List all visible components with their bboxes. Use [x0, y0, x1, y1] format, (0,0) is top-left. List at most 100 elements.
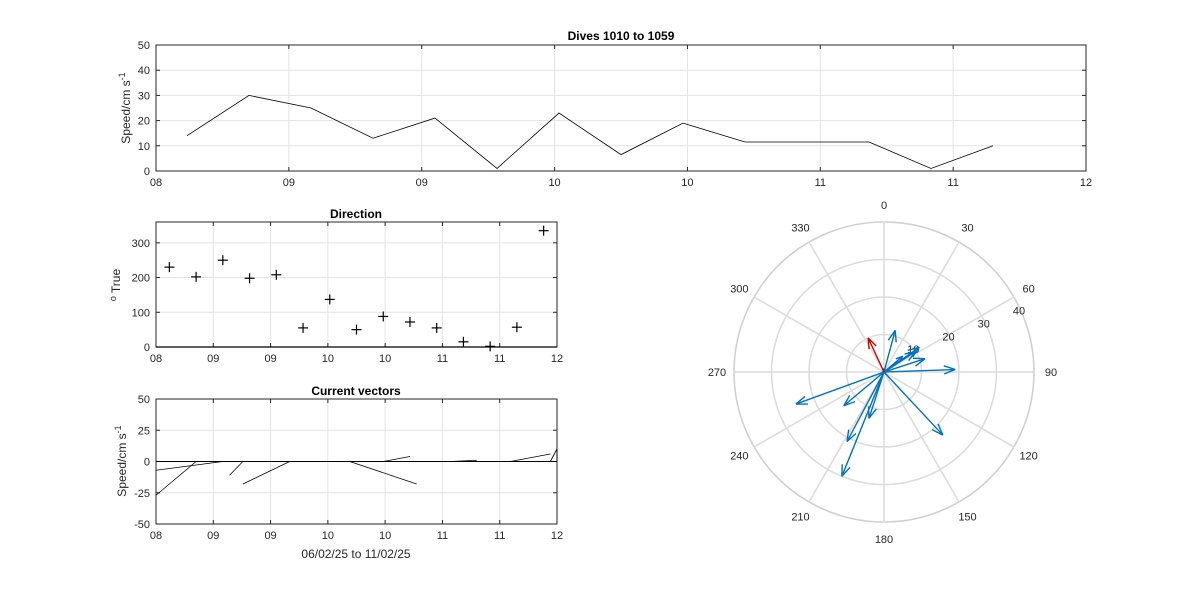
current-vectors-xtick-label: 10 [322, 530, 334, 542]
speed-grid [156, 45, 1086, 171]
speed-xtick-label: 11 [947, 177, 958, 189]
direction-ylabel-text: True [109, 269, 123, 294]
speed-xtick-label: 10 [681, 177, 693, 189]
compass-arrow-head [841, 466, 851, 477]
current-vectors-series [155, 448, 558, 496]
compass-arrow-head [895, 355, 903, 360]
speed-xtick-label: 11 [815, 177, 826, 189]
speed-timeseries-panel: 08 09 09 10 10 11 11 12 0 10 20 30 40 50 Dives 1010 t… [117, 29, 1092, 189]
direction-ylabel: o True [108, 269, 123, 302]
current-vectors-ytick-label: 25 [138, 425, 150, 437]
speed-ytick-label: 10 [138, 141, 150, 153]
compass-arrow [883, 371, 944, 436]
compass-arrow-shaft [846, 371, 885, 442]
current-vector-stick [155, 461, 223, 471]
direction-marker [271, 269, 282, 280]
compass-arrow-shaft [883, 358, 926, 373]
compass-angle-label: 30 [961, 222, 973, 234]
direction-xtick-label: 10 [322, 353, 334, 365]
direction-marker [324, 294, 335, 305]
compass-angle-label: 0 [881, 200, 887, 212]
speed-xtick-label: 09 [416, 177, 428, 189]
current-vector-stick [549, 448, 558, 462]
speed-ytick-label: 0 [144, 166, 150, 178]
direction-xtick-label: 09 [264, 353, 276, 365]
direction-grid [156, 222, 557, 347]
current-vectors-ytick-label: -25 [134, 488, 150, 500]
compass-arrows [795, 329, 956, 477]
direction-ylabel-degree: o [108, 296, 118, 301]
current-vectors-xtick-label: 11 [494, 530, 505, 542]
current-vector-stick [242, 461, 290, 485]
speed-ylabel: Speed/cm s-1 [117, 72, 133, 143]
compass-arrow-head [894, 330, 897, 343]
compass-angle-label: 120 [1019, 451, 1037, 463]
compass-arrow [883, 350, 917, 373]
speed-axes-box [155, 44, 1087, 172]
compass-arrow-head [846, 429, 850, 442]
current-vectors-panel: 08 09 09 10 10 11 11 12 -50 -25 0 25 50 Current vect… [113, 384, 563, 561]
speed-title: Dives 1010 to 1059 [568, 29, 675, 43]
compass-radius-label: 20 [942, 331, 954, 343]
direction-marker [244, 273, 255, 284]
compass-arrow-head [911, 346, 920, 358]
current-vectors-xtick-label: 09 [264, 530, 276, 542]
compass-arrow [867, 371, 885, 419]
direction-ytick-label: 300 [132, 238, 150, 250]
compass-arrow [795, 371, 885, 405]
compass-arrow-head [867, 337, 877, 347]
current-vector-stick [510, 453, 551, 462]
compass-arrow-head [868, 408, 877, 419]
compass-arrow-shaft [883, 371, 944, 436]
compass-angle-label: 180 [875, 534, 893, 546]
compass-grid [733, 221, 1035, 523]
compass-spoke [883, 296, 1015, 373]
direction-marker [351, 324, 362, 335]
direction-marker [511, 322, 522, 333]
compass-angle-label: 300 [730, 284, 748, 296]
direction-ticks: 08 09 09 10 10 11 11 12 0 100 200 300 [132, 222, 563, 365]
current-vectors-xlabel: 06/02/25 to 11/02/25 [301, 547, 411, 561]
compass-arrow-head [908, 351, 917, 361]
current-vectors-xtick-label: 12 [551, 530, 563, 542]
direction-xtick-label: 11 [437, 353, 448, 365]
compass-radius-label: 30 [978, 319, 990, 331]
compass-arrow [883, 329, 897, 373]
speed-ytick-label: 50 [138, 40, 150, 52]
current-vectors-xtick-label: 11 [437, 530, 448, 542]
speed-xtick-label: 09 [283, 177, 295, 189]
current-vectors-ytick-label: -50 [134, 519, 150, 531]
current-vectors-xtick-label: 08 [150, 530, 162, 542]
current-vectors-ticks: 08 09 09 10 10 11 11 12 -50 -25 0 25 50 [134, 394, 563, 542]
current-vectors-ylabel-text: Speed/cm s [115, 433, 129, 496]
current-vector-stick [450, 459, 477, 462]
compass-angle-label: 240 [730, 451, 748, 463]
direction-marker [485, 341, 496, 352]
compass-arrow [841, 371, 885, 477]
speed-ylabel-exponent: -1 [117, 72, 127, 80]
compass-arrow-shaft [883, 350, 916, 373]
compass-arrow-head [846, 432, 857, 443]
compass-arrow [883, 357, 926, 373]
compass-spoke [883, 371, 960, 503]
compass-arrow [867, 337, 885, 373]
compass-arrow-shaft [843, 371, 885, 407]
speed-series [186, 94, 994, 170]
compass-arrow-head [907, 346, 920, 352]
direction-ytick-label: 100 [132, 307, 150, 319]
compass-arrow-head [795, 395, 806, 405]
direction-xtick-label: 11 [494, 353, 505, 365]
compass-spoke [753, 371, 885, 448]
speed-xtick-label: 12 [1080, 177, 1092, 189]
compass-spoke [808, 371, 885, 503]
current-vectors-title: Current vectors [311, 384, 401, 398]
compass-spoke [883, 241, 960, 373]
compass-angle-label: 210 [791, 512, 809, 524]
direction-marker [378, 311, 389, 322]
speed-ytick-label: 40 [138, 65, 150, 77]
direction-marker [298, 322, 309, 333]
